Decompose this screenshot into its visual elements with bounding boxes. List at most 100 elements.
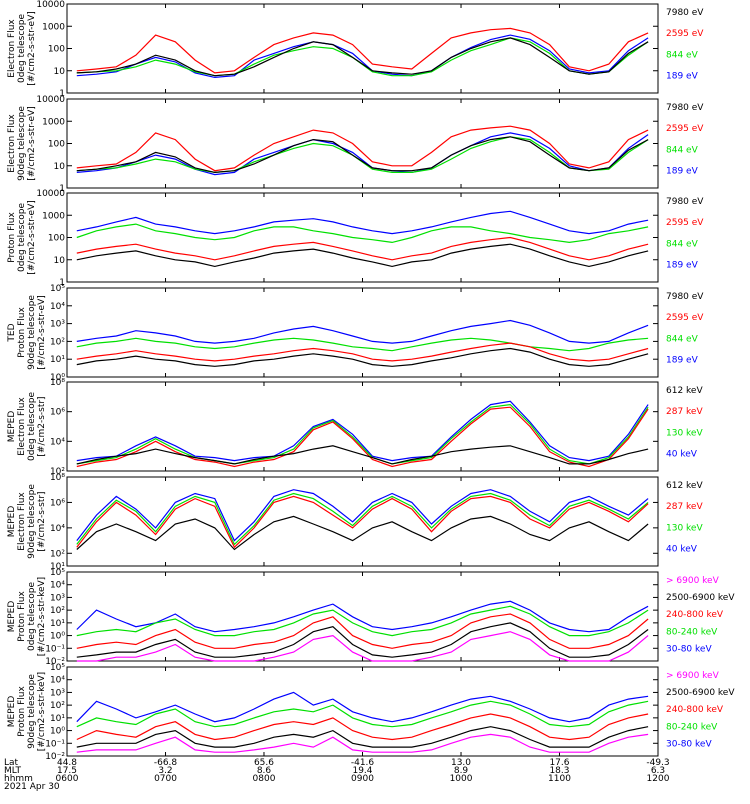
x-tick-label-hhmm: 1000 (450, 774, 473, 784)
panel-7: 10⁻² 10⁻¹ 10⁰ 10¹ 10² 10³ 10⁴ 10⁵ MEPED Proton Fl… (7, 568, 735, 667)
x-tick-label-hhmm: 0700 (154, 774, 177, 784)
y-tick-label: 10⁵ (50, 663, 65, 673)
legend-entry: 189 eV (666, 72, 699, 82)
y-axis-title-line: [#/cm2-s-str-keV] (37, 577, 47, 656)
y-tick-label: 10³ (50, 593, 65, 603)
series-line-189-ev (76, 132, 649, 176)
series-line-612-kev (76, 445, 649, 465)
legend-entry: 40 keV (666, 450, 698, 460)
y-axis-title-line: 90deg telescope (27, 295, 37, 370)
panel-frame (66, 476, 659, 567)
panel-6: 10¹ 10² 10⁴ 10⁶ 10⁸ MEPED Electron Flux 90deg t… (7, 473, 703, 572)
panel-2: 1 10 100 1000 10000 Electron Flux 90deg telesc… (7, 95, 704, 194)
y-tick-label: 1 (59, 89, 65, 99)
y-axis-title-line: Electron Flux (17, 492, 27, 551)
y-tick-label: 10⁶ (50, 498, 65, 508)
legend-entry: 2595 eV (666, 218, 704, 228)
y-axis-title-line: [#/cm2-s-str] (37, 396, 47, 456)
y-tick-label: 1000 (42, 211, 65, 221)
y-tick-label: 100 (48, 45, 65, 55)
legend-entry: 40 keV (666, 545, 698, 555)
legend-entry: 2595 eV (666, 29, 704, 39)
y-tick-label: 10⁴ (50, 524, 65, 534)
legend-entry: 80-240 keV (666, 627, 718, 637)
legend-entry: 844 eV (666, 334, 699, 344)
y-axis-title-line: Electron Flux (7, 19, 17, 78)
legend-entry: 844 eV (666, 50, 699, 60)
y-axis-title-line: 0deg telescope (27, 582, 37, 652)
y-tick-label: 10¹ (50, 714, 65, 724)
y-tick-label: 10⁻² (45, 657, 65, 667)
legend-entry: 2500-6900 keV (666, 593, 735, 603)
legend-entry: 844 eV (666, 239, 699, 249)
x-tick-label-hhmm: 0600 (56, 774, 79, 784)
x-tick-label-mlt: 8.6 (257, 766, 272, 776)
y-tick-label: 10² (50, 467, 65, 477)
series-line-6900-kev (76, 631, 649, 662)
x-tick-label-hhmm: 1200 (647, 774, 670, 784)
y-tick-label: 10² (50, 337, 65, 347)
legend-entry: 7980 eV (666, 103, 704, 113)
series-line-612-kev (76, 515, 649, 551)
x-row-label: hhmm (4, 774, 33, 784)
y-tick-label: 10⁵ (50, 568, 65, 578)
y-tick-label: 1 (59, 278, 65, 288)
y-tick-label: 10 (54, 67, 66, 77)
y-tick-label: 10⁰ (50, 373, 65, 383)
y-axis-title-line: MEPED (7, 696, 17, 728)
panel-1: 1 10 100 1000 10000 Electron Flux 0deg telesco… (7, 0, 704, 99)
series-line-80-240-kev (76, 605, 649, 637)
panel-4: 10⁰ 10¹ 10² 10³ 10⁴ 10⁵ TED Proton Flux 90deg te… (7, 284, 704, 383)
x-tick-label-lat: -49.3 (646, 758, 669, 768)
y-tick-label: 10000 (36, 189, 65, 199)
legend-entry: 7980 eV (666, 197, 704, 207)
series-line-240-800-kev (76, 613, 649, 649)
x-tick-label-lat: 44.8 (57, 758, 77, 768)
legend-entry: 2595 eV (666, 313, 704, 323)
y-tick-label: 100 (48, 140, 65, 150)
y-axis-title-line: Proton Flux (17, 307, 27, 358)
y-tick-label: 100 (48, 234, 65, 244)
legend-entry: 844 eV (666, 145, 699, 155)
series-line-40-kev (76, 400, 649, 462)
x-row-label: MLT (4, 766, 22, 776)
series-line-844-ev (76, 223, 649, 244)
series-line-130-kev (76, 492, 649, 546)
series-line-7980-ev (76, 243, 649, 268)
y-tick-label: 1 (59, 184, 65, 194)
legend-entry: 287 keV (666, 502, 703, 512)
y-tick-label: 10² (50, 606, 65, 616)
legend-entry: 7980 eV (666, 8, 704, 18)
y-tick-label: 10⁶ (50, 408, 65, 418)
legend-entry: 130 keV (666, 523, 703, 533)
y-tick-label: 10 (54, 162, 66, 172)
series-line-2595-ev (76, 342, 649, 362)
y-axis-title-line: [#/cm2-s-str-eV] (27, 106, 37, 181)
legend-entry: 2500-6900 keV (666, 688, 735, 698)
y-axis-title-line: 0deg telescope (17, 14, 27, 84)
series-line-130-kev (76, 403, 649, 465)
series-line-7980-ev (76, 136, 649, 174)
y-tick-label: 10⁴ (50, 302, 65, 312)
legend-entry: 189 eV (666, 356, 699, 366)
y-axis-title-line: Proton Flux (17, 591, 27, 642)
series-line-30-80-kev (76, 600, 649, 633)
panel-frame (66, 571, 659, 662)
legend-entry: 30-80 keV (666, 739, 712, 749)
y-tick-label: 10¹ (50, 562, 65, 572)
x-tick-label-mlt: 3.2 (158, 766, 172, 776)
legend-entry: 130 keV (666, 428, 703, 438)
y-tick-label: 10 (54, 256, 66, 266)
y-tick-label: 10⁸ (50, 473, 65, 483)
series-line-287-kev (76, 495, 649, 549)
y-tick-label: 10³ (50, 320, 65, 330)
panel-frame (66, 3, 659, 94)
legend-entry: > 6900 keV (666, 671, 720, 681)
series-line-287-kev (76, 406, 649, 468)
x-tick-label-lat: 65.6 (254, 758, 274, 768)
x-axis-labels: LatMLThhmm44.817.50600-66.83.2070065.68.… (4, 758, 670, 792)
y-axis-title-line: Proton Flux (7, 212, 17, 263)
y-tick-label: 10² (50, 549, 65, 559)
x-tick-label-hhmm: 0800 (253, 774, 276, 784)
legend-entry: 189 eV (666, 261, 699, 271)
